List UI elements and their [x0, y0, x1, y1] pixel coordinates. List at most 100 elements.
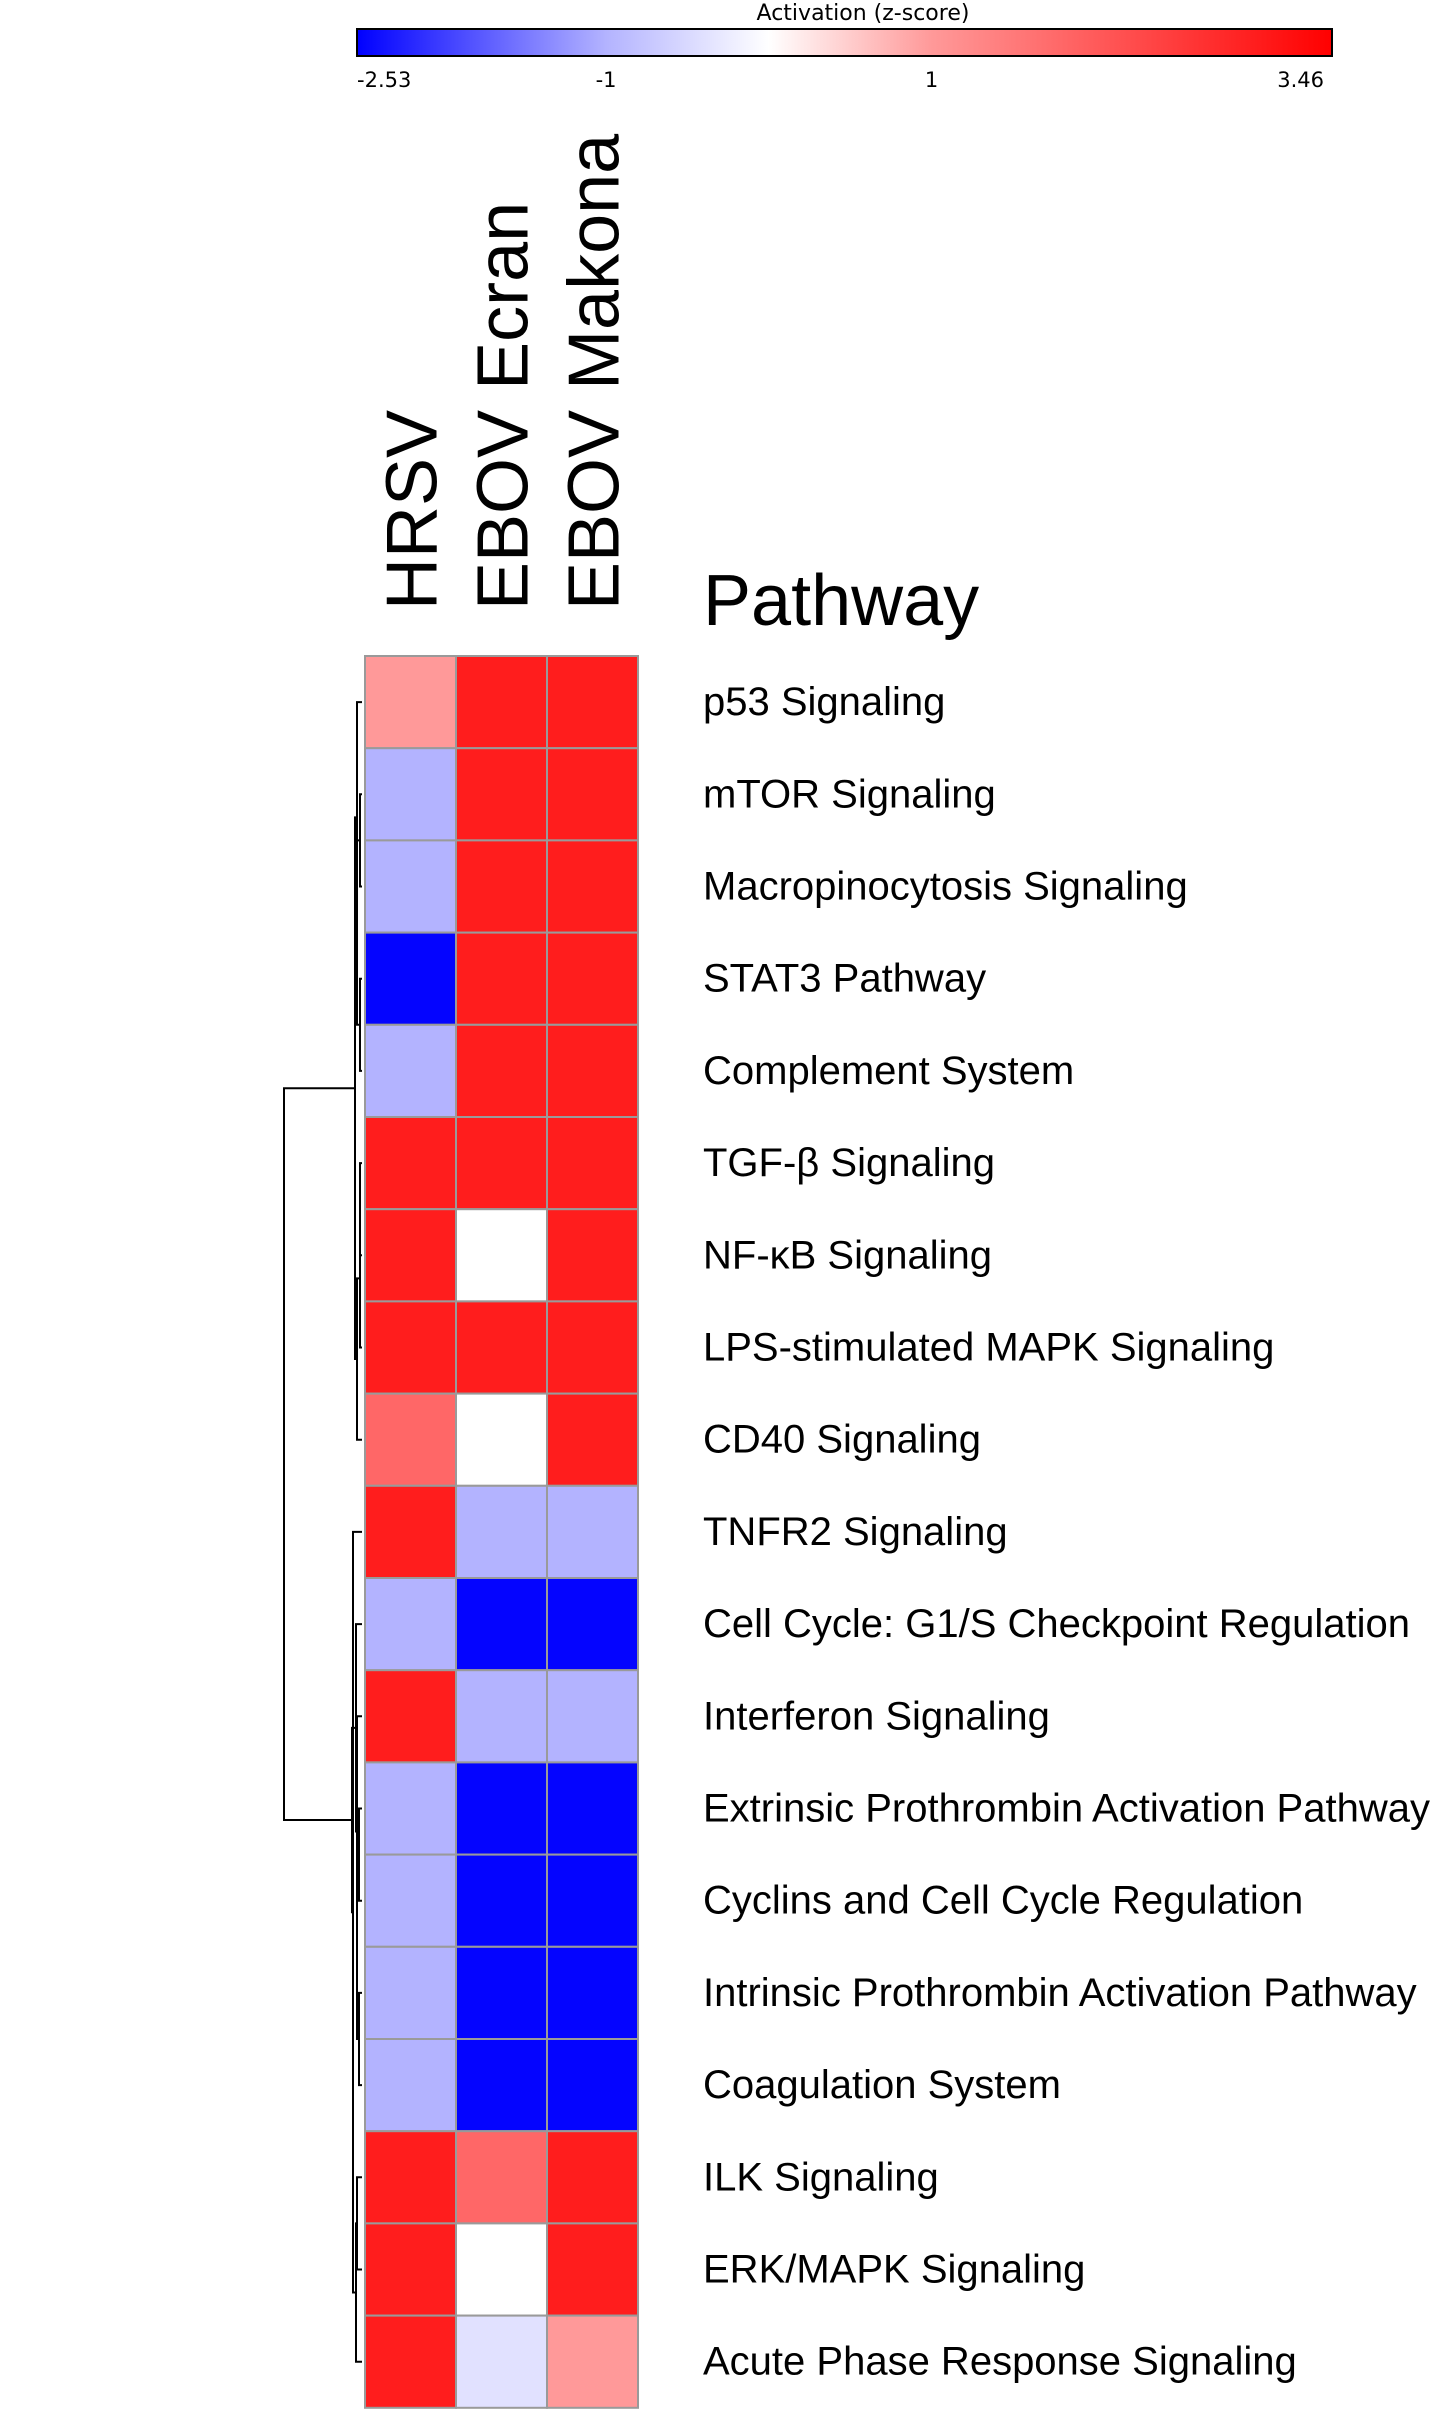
heatmap-cell [455, 1023, 548, 1119]
heatmap-cell [455, 1300, 548, 1395]
row-label: Coagulation System [703, 2063, 1061, 2107]
heatmap-cell [455, 1116, 548, 1211]
row-label: Extrinsic Prothrombin Activation Pathway [703, 1787, 1430, 1831]
heatmap-cell [455, 1392, 548, 1487]
heatmap-cell [546, 931, 639, 1026]
colorbar-tick-label: -2.53 [357, 68, 411, 92]
dendrogram-branch [356, 2176, 362, 2271]
dendrogram-branch [356, 701, 362, 933]
dendrogram-branch [358, 1991, 362, 2087]
heatmap-cell [455, 2038, 548, 2133]
row-label: Cyclins and Cell Cycle Regulation [703, 1879, 1303, 1923]
row-label: Cell Cycle: G1/S Checkpoint Regulation [703, 1602, 1410, 1646]
column-label: HRSV [373, 410, 453, 610]
heatmap-cell [364, 1300, 457, 1395]
heatmap-cell [455, 1669, 548, 1764]
heatmap-cell [455, 747, 548, 842]
heatmap-cells [364, 655, 639, 2409]
heatmap-cell [455, 1484, 548, 1580]
heatmap-cell [546, 2038, 639, 2133]
heatmap-cell [546, 1945, 639, 2041]
row-label: LPS-stimulated MAPK Signaling [703, 1326, 1274, 1370]
heatmap-cell [455, 2130, 548, 2225]
heatmap-cell [364, 931, 457, 1026]
heatmap-cell [455, 1945, 548, 2041]
heatmap-cell [364, 1853, 457, 1948]
heatmap-cell [364, 1761, 457, 1856]
colorbar-tick-label: 3.46 [1277, 68, 1324, 92]
row-labels: p53 Signaling mTOR Signaling Macropinocyto… [703, 680, 1430, 2384]
heatmap-cell [364, 839, 457, 934]
column-label: EBOV Ecran [464, 202, 544, 610]
colorbar-gradient [356, 28, 1333, 57]
heatmap-cell [364, 1577, 457, 1672]
heatmap-cell [364, 2222, 457, 2317]
heatmap-cell [364, 747, 457, 842]
heatmap-cell [364, 2130, 457, 2225]
dendrogram-branch [359, 793, 362, 888]
column-headers: HRSV EBOV Ecran EBOV Makona [373, 133, 635, 610]
heatmap-cell [364, 1116, 457, 1211]
heatmap-cell [455, 655, 548, 750]
heatmap-cell [546, 747, 639, 842]
row-label: TNFR2 Signaling [703, 1510, 1008, 1554]
dendrogram-branch [355, 1623, 362, 1833]
colorbar: Activation (z-score) -2.53 -1 1 3.46 [356, 1, 1333, 92]
heatmap-cell [455, 1761, 548, 1856]
dendrogram-branch [359, 977, 362, 1072]
heatmap-cell [364, 1945, 457, 2041]
heatmap-cell [455, 839, 548, 934]
heatmap-cell [455, 1853, 548, 1948]
heatmap-cell [546, 2314, 639, 2409]
heatmap-cell [546, 1116, 639, 1211]
colorbar-tick-label: -1 [596, 68, 617, 92]
heatmap-cell [364, 2314, 457, 2409]
heatmap-cell [364, 1023, 457, 1119]
heatmap-cell [546, 1853, 639, 1948]
heatmap-cell [455, 2222, 548, 2317]
heatmap-cell [455, 2314, 548, 2409]
row-header: Pathway [703, 561, 979, 641]
heatmap-cell [546, 655, 639, 750]
heatmap-cell [546, 1208, 639, 1303]
row-label: p53 Signaling [703, 680, 945, 724]
column-label: EBOV Makona [555, 133, 635, 610]
dendrogram [283, 701, 362, 2363]
row-label: CD40 Signaling [703, 1418, 981, 1462]
heatmap-cell [546, 1484, 639, 1580]
colorbar-title: Activation (z-score) [757, 1, 970, 26]
heatmap-cell [364, 2038, 457, 2133]
row-label: ILK Signaling [703, 2155, 939, 2199]
heatmap-cell [364, 655, 457, 750]
colorbar-tick-label: 1 [925, 68, 938, 92]
heatmap-cell [546, 1023, 639, 1119]
heatmap-cell [455, 1208, 548, 1303]
dendrogram-branch [358, 1807, 362, 1902]
row-label: Acute Phase Response Signaling [703, 2340, 1297, 2384]
row-label: Macropinocytosis Signaling [703, 865, 1188, 909]
dendrogram-branch [283, 1087, 355, 1822]
row-label: STAT3 Pathway [703, 957, 986, 1001]
row-label: ERK/MAPK Signaling [703, 2248, 1085, 2292]
heatmap-cell [364, 1669, 457, 1764]
heatmap-cell [364, 1484, 457, 1580]
heatmap-cell [455, 1577, 548, 1672]
row-label: mTOR Signaling [703, 772, 996, 816]
dendrogram-branch [359, 1209, 362, 1349]
heatmap-cell [546, 1669, 639, 1764]
heatmap-cell [546, 1392, 639, 1487]
heatmap-cell [546, 1300, 639, 1395]
heatmap-cell [364, 1208, 457, 1303]
heatmap-cell [364, 1392, 457, 1487]
heatmap-cell [546, 1761, 639, 1856]
heatmap-cell [546, 2222, 639, 2317]
row-label: TGF-β Signaling [703, 1141, 995, 1185]
row-label: NF-κB Signaling [703, 1233, 992, 1277]
heatmap-cell [546, 2130, 639, 2225]
row-label: Interferon Signaling [703, 1694, 1050, 1738]
heatmap-cell [546, 839, 639, 934]
dendrogram-branch [355, 2222, 362, 2363]
heatmap-cell [455, 931, 548, 1026]
heatmap-cell [546, 1577, 639, 1672]
